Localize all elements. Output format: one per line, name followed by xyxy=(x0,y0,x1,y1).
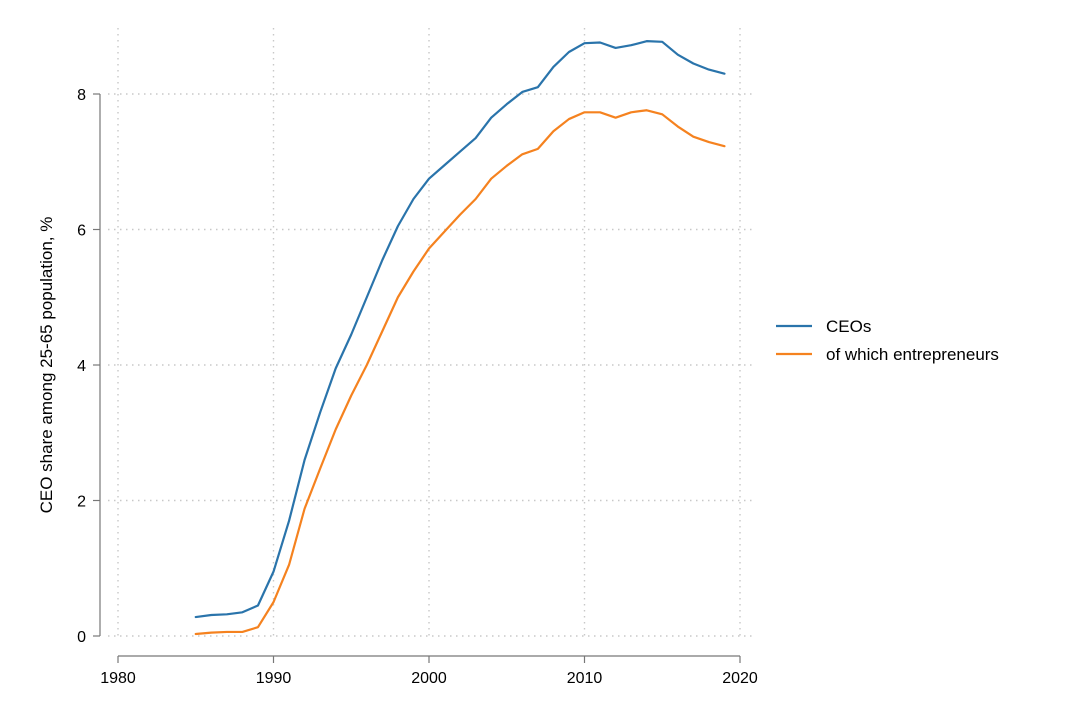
x-tick-label: 1980 xyxy=(100,670,136,687)
axes: CEO share among 25-65 population, % 1980… xyxy=(37,87,758,687)
grid xyxy=(108,28,754,637)
series xyxy=(194,40,726,636)
y-tick-label: 2 xyxy=(77,494,86,511)
y-tick-label: 4 xyxy=(77,358,86,375)
legend-label-ceos: CEOs xyxy=(826,317,871,336)
legend: CEOs of which entrepreneurs xyxy=(776,317,999,364)
x-tick-label: 2000 xyxy=(411,670,447,687)
x-tick-label: 2020 xyxy=(722,670,758,687)
x-tick-label: 1990 xyxy=(256,670,292,687)
x-tick-label: 2010 xyxy=(567,670,603,687)
y-tick-label: 6 xyxy=(77,223,86,240)
y-tick-label: 0 xyxy=(77,629,86,646)
series-line-ceos xyxy=(194,40,726,619)
legend-label-entrepreneurs: of which entrepreneurs xyxy=(826,345,999,364)
y-tick-label: 8 xyxy=(77,87,86,104)
series-line-entrepreneurs xyxy=(194,109,726,636)
y-axis-title: CEO share among 25-65 population, % xyxy=(37,217,56,514)
